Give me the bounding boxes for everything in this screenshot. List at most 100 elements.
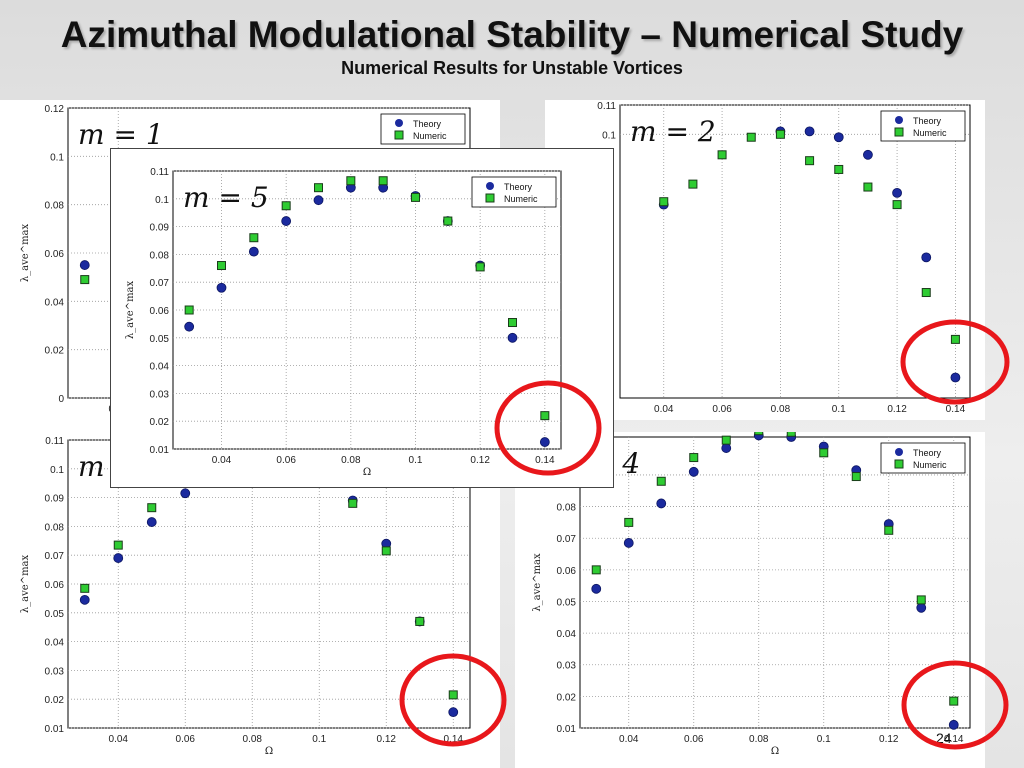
y-tick-label: 0.04 [45, 297, 65, 308]
y-tick-label: 0.02 [150, 417, 170, 428]
numeric-point [805, 156, 815, 166]
chart-svg-m5: 0.01 0.02 0.03 0.04 0.05 0.06 0.07 0.08 0.09 0.1 0… [125, 167, 562, 478]
numeric-point [381, 546, 391, 556]
numeric-point [746, 132, 756, 142]
numeric-point [921, 288, 931, 298]
chart-panel-m4: 0.010.020.030.040.050.060.070.080.090.04… [515, 432, 985, 768]
x-tick-label: 0.06 [176, 734, 196, 745]
theory-point [656, 498, 667, 509]
y-tick-label: 0.02 [557, 692, 577, 703]
numeric-point [147, 503, 157, 513]
x-tick-label: 0.08 [749, 734, 769, 745]
y-tick-label: 0.1 [155, 195, 169, 206]
numeric-point [184, 305, 194, 315]
numeric-point [786, 432, 796, 437]
theory-point [591, 583, 602, 594]
legend-theory-marker [486, 182, 494, 190]
y-axis-label: λ_ave^max [125, 280, 136, 339]
y-tick-label: 0.01 [557, 724, 577, 735]
y-tick-label: 0.09 [45, 494, 65, 505]
numeric-point [659, 197, 669, 207]
legend-label: Theory [504, 182, 533, 192]
numeric-point [475, 262, 485, 272]
numeric-point [591, 565, 601, 575]
x-tick-label: 0.1 [832, 404, 846, 415]
legend-numeric-marker [894, 127, 904, 137]
numeric-point [689, 453, 699, 463]
numeric-point [834, 164, 844, 174]
numeric-point [217, 261, 226, 271]
y-tick-label: 0.07 [45, 551, 65, 562]
legend-label: Numeric [413, 131, 447, 141]
numeric-point [950, 334, 960, 344]
theory-point [180, 488, 191, 499]
y-tick-label: 0 [58, 394, 64, 405]
theory-point [863, 149, 873, 160]
slide-number: 24 [936, 730, 952, 746]
legend-numeric-marker [894, 459, 904, 469]
numeric-point [415, 616, 425, 626]
numeric-point [348, 498, 358, 508]
legend-label: Theory [913, 448, 942, 458]
y-tick-label: 0.04 [150, 362, 170, 373]
legend: Theory Numeric [880, 110, 966, 142]
legend-numeric-marker [485, 193, 495, 203]
x-tick-label: 0.08 [243, 734, 263, 745]
numeric-point [448, 690, 458, 700]
numeric-point [892, 200, 902, 210]
y-tick-label: 0.04 [45, 638, 65, 649]
y-tick-label: 0.01 [150, 445, 170, 456]
numeric-point [656, 476, 666, 486]
numeric-point [721, 435, 731, 445]
numeric-point [378, 176, 388, 186]
y-tick-label: 0.05 [557, 597, 577, 608]
theory-point [623, 538, 634, 548]
theory-point [833, 132, 844, 143]
numeric-point [281, 201, 291, 211]
x-tick-label: 0.08 [771, 404, 791, 415]
theory-point [313, 195, 324, 206]
x-tick-label: 0.04 [109, 734, 129, 745]
theory-point [113, 553, 124, 563]
theory-point [804, 126, 815, 137]
theory-point [921, 252, 932, 263]
theory-point [892, 188, 902, 198]
theory-point [146, 517, 157, 527]
theory-point [950, 372, 961, 383]
y-tick-label: 0.06 [557, 566, 577, 577]
numeric-point [249, 233, 259, 243]
x-axis-label: Ω [771, 746, 779, 757]
y-tick-label: 0.07 [150, 278, 170, 289]
legend-label: Numeric [913, 460, 947, 470]
legend-theory-marker [395, 119, 403, 127]
x-tick-label: 0.1 [312, 734, 326, 745]
x-tick-label: 0.12 [879, 734, 899, 745]
theory-point [79, 260, 90, 270]
y-tick-label: 0.09 [150, 223, 170, 234]
x-tick-label: 0.14 [946, 404, 966, 415]
y-axis-label: λ_ave^max [20, 554, 31, 613]
x-tick-label: 0.04 [212, 455, 232, 466]
numeric-point [884, 525, 894, 535]
x-axis-label: Ω [363, 467, 371, 478]
theory-point [948, 719, 959, 730]
legend-theory-marker [895, 448, 903, 456]
numeric-point [863, 182, 873, 192]
numeric-point [314, 183, 323, 193]
theory-point [507, 332, 518, 343]
legend-label: Numeric [913, 128, 947, 138]
numeric-point [443, 216, 453, 226]
x-tick-label: 0.1 [817, 734, 831, 745]
x-axis-label: Ω [265, 746, 273, 757]
y-tick-label: 0.11 [45, 436, 64, 447]
chart-panel-m5-inset: 0.01 0.02 0.03 0.04 0.05 0.06 0.07 0.08 0.09 0.1 0… [110, 148, 614, 488]
y-tick-label: 0.11 [150, 167, 169, 178]
theory-point [216, 282, 227, 293]
legend-theory-marker [895, 116, 903, 124]
y-tick-label: 0.08 [45, 522, 65, 533]
y-tick-label: 0.04 [557, 629, 577, 640]
y-axis-label: λ_ave^max [532, 553, 543, 612]
numeric-point [775, 129, 785, 139]
mode-annotation: m = 2 [630, 115, 716, 148]
y-tick-label: 0.06 [45, 249, 65, 260]
